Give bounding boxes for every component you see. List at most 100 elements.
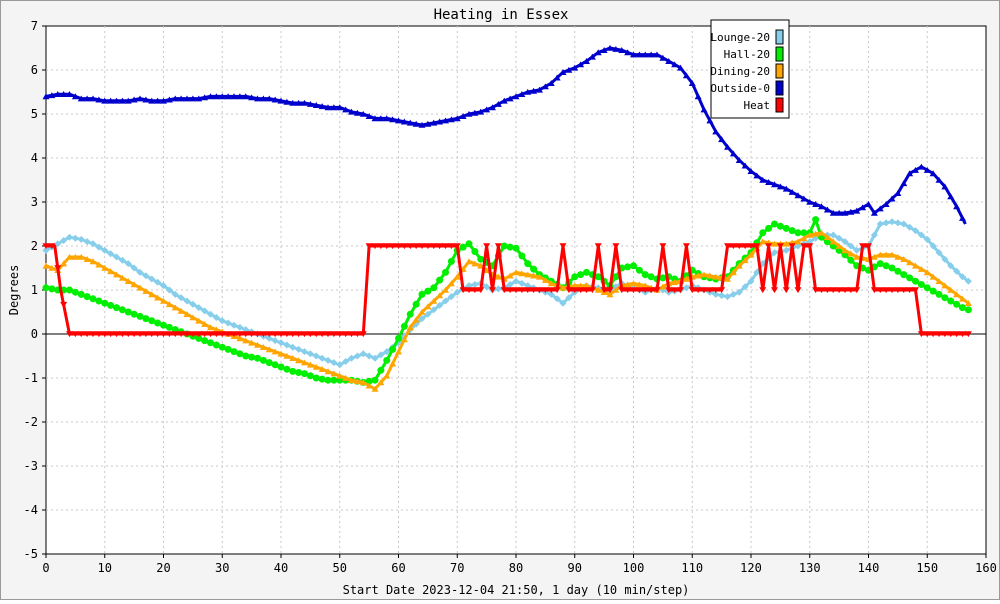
x-tick-label: 10	[98, 561, 112, 575]
data-point	[653, 51, 661, 58]
data-point	[348, 354, 355, 362]
data-point	[160, 297, 167, 304]
data-point	[353, 109, 361, 116]
data-point	[430, 284, 438, 292]
data-point	[741, 243, 749, 250]
data-point	[148, 331, 156, 338]
data-point	[177, 307, 185, 314]
data-point	[606, 291, 614, 298]
data-point	[559, 69, 567, 75]
data-point	[113, 331, 120, 338]
data-point	[894, 253, 902, 260]
data-point	[941, 255, 949, 263]
data-point	[694, 287, 702, 294]
data-point	[665, 58, 673, 64]
data-point	[512, 277, 520, 285]
data-point	[424, 243, 432, 250]
data-point	[583, 287, 590, 294]
data-point	[265, 334, 273, 342]
data-point	[148, 291, 156, 298]
data-point	[953, 203, 961, 210]
data-point	[165, 301, 173, 308]
data-point	[48, 264, 56, 271]
y-tick-label: 5	[31, 107, 38, 121]
data-point	[118, 274, 126, 281]
data-point	[412, 300, 420, 308]
data-point	[295, 357, 303, 364]
data-point	[541, 276, 549, 283]
data-point	[306, 350, 314, 358]
data-point	[494, 273, 502, 280]
data-point	[782, 246, 790, 254]
y-tick-label: -4	[24, 503, 38, 517]
data-point	[782, 287, 790, 294]
data-point	[289, 367, 297, 375]
data-point	[136, 284, 144, 291]
data-point	[336, 372, 344, 379]
data-point	[77, 95, 85, 102]
data-point	[524, 287, 532, 294]
data-point	[406, 324, 414, 331]
data-point	[83, 95, 91, 102]
data-point	[912, 166, 919, 173]
data-point	[136, 268, 144, 276]
data-point	[318, 103, 326, 110]
data-point	[230, 93, 238, 100]
data-point	[42, 262, 50, 269]
data-point	[900, 220, 908, 228]
data-point	[130, 96, 138, 103]
y-tick-label: 0	[31, 327, 38, 341]
data-point	[747, 168, 755, 174]
data-point	[436, 118, 444, 125]
data-point	[118, 331, 126, 338]
data-point	[254, 331, 261, 338]
data-point	[324, 368, 332, 375]
data-point	[101, 331, 109, 338]
data-point	[442, 243, 449, 250]
data-point	[706, 272, 714, 279]
data-point	[207, 324, 214, 331]
data-point	[553, 74, 561, 81]
data-point	[600, 47, 608, 53]
data-point	[130, 310, 138, 318]
data-point	[324, 356, 332, 364]
data-point	[724, 243, 731, 250]
data-point	[60, 91, 68, 97]
data-point	[395, 334, 402, 342]
x-tick-label: 110	[681, 561, 703, 575]
data-point	[271, 361, 279, 369]
data-point	[771, 287, 778, 294]
data-point	[371, 354, 379, 362]
data-point	[77, 331, 85, 338]
data-point	[212, 331, 220, 338]
data-point	[365, 382, 373, 389]
data-point	[348, 377, 355, 383]
data-point	[230, 348, 238, 356]
data-point	[635, 51, 643, 58]
data-point	[177, 95, 185, 102]
data-point	[277, 350, 285, 357]
data-point	[729, 269, 737, 276]
data-point	[565, 294, 573, 302]
data-point	[348, 108, 355, 115]
data-point	[383, 115, 391, 122]
data-point	[154, 97, 162, 104]
data-point	[242, 93, 250, 100]
data-point	[336, 361, 344, 369]
data-point	[906, 170, 914, 177]
data-point	[847, 287, 855, 294]
data-point	[324, 376, 332, 384]
data-point	[870, 209, 878, 216]
data-point	[729, 243, 737, 250]
data-point	[536, 86, 543, 93]
data-point	[54, 265, 62, 272]
data-point	[530, 272, 538, 279]
data-point	[853, 207, 861, 214]
data-point	[195, 317, 203, 324]
data-point	[289, 343, 297, 351]
data-point	[418, 121, 426, 128]
data-point	[271, 348, 279, 355]
data-point	[741, 283, 749, 291]
data-point	[453, 115, 461, 122]
legend-label: Dining-20	[710, 65, 770, 78]
